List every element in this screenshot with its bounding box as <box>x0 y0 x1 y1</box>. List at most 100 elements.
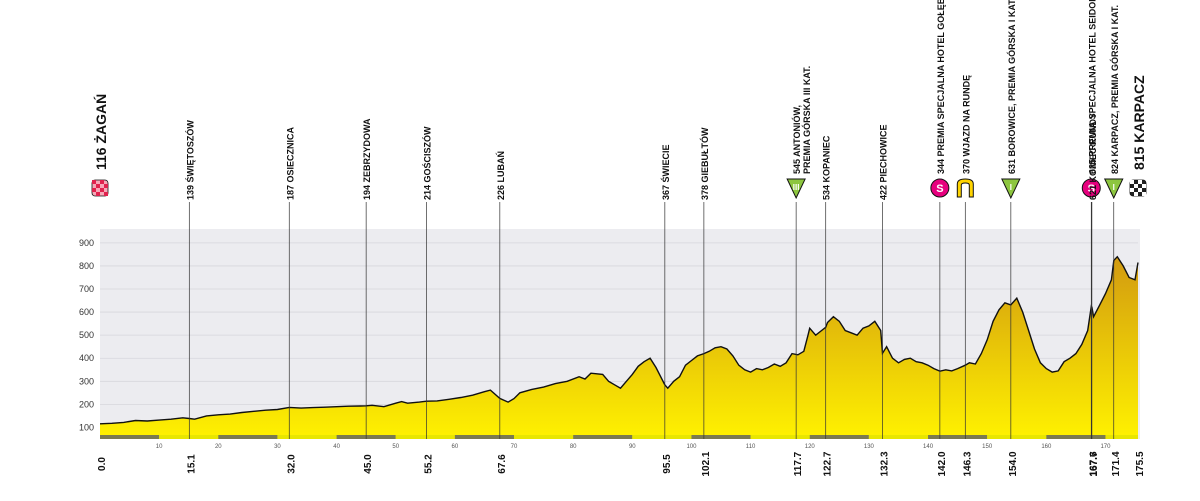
start-finish: 116 ŻAGAŃ 815 KARPACZ 0.0 175.5 <box>91 75 1147 477</box>
waypoint-km: 146.3 <box>962 451 973 476</box>
km-tick-label: 30 <box>274 444 281 450</box>
waypoint-label: 534 KOPANIEC <box>822 135 832 200</box>
km-tick-label: 170 <box>1100 444 1111 450</box>
finish-flag-icon-cell <box>1142 184 1146 188</box>
km-tick-label: 70 <box>511 444 518 450</box>
waypoint-label-2: PREMIA GÓRSKA III KAT. <box>801 66 812 174</box>
km-segment <box>159 435 219 439</box>
finish-flag-icon-cell <box>1130 180 1134 184</box>
km-segment <box>809 435 869 439</box>
km-tick-label: 10 <box>156 444 163 450</box>
start-flag-icon-cell <box>96 184 100 188</box>
km-tick-label: 80 <box>570 444 577 450</box>
waypoint-km: 32.0 <box>286 454 297 474</box>
waypoint-km: 171.4 <box>1111 451 1122 476</box>
waypoint-label: 422 PIECHOWICE <box>878 124 888 200</box>
km-tick-label: 40 <box>333 444 340 450</box>
waypoint-label: 367 ŚWIECIE <box>660 144 671 200</box>
km-segment <box>514 435 574 439</box>
mountain-1-icon <box>1001 178 1021 200</box>
km-segment <box>928 435 988 439</box>
climb-category-badge: I <box>1010 183 1012 192</box>
elevation-area <box>100 256 1138 439</box>
km-segment <box>100 435 160 439</box>
km-tick-label: 20 <box>215 444 222 450</box>
start-label: 116 ŻAGAŃ <box>93 94 109 170</box>
km-segment <box>454 435 515 439</box>
waypoint-label: 631 BOROWICE, PREMIA GÓRSKA I KAT. <box>1006 0 1017 174</box>
finish-flag-icon-cell <box>1138 188 1142 192</box>
waypoint-km: 117.7 <box>793 451 804 476</box>
km-bar: 10 20 30 40 50 60 70 80 90 100 110 120 130 140 150 160 1… <box>100 435 1138 450</box>
y-tick-label: 600 <box>79 307 94 317</box>
mountain-1-icon <box>1103 178 1124 200</box>
finish-flag-icon-cell <box>1134 184 1138 188</box>
finish-flag-icon-cell <box>1142 192 1146 196</box>
climb-category-badge: I <box>1113 183 1115 192</box>
y-axis: 100 200 300 400 500 600 700 800 900 <box>79 238 94 433</box>
km-tick-label: 120 <box>805 444 816 450</box>
start-flag-icon-cell <box>92 188 96 192</box>
finish-flag-icon <box>1129 179 1147 197</box>
waypoint-label: 194 ZEBRZYDOWA <box>362 118 372 200</box>
y-tick-label: 500 <box>79 330 94 340</box>
waypoint-label: 621 KONIEC RUNDY <box>1088 113 1098 200</box>
km-segment <box>573 435 633 439</box>
y-tick-label: 700 <box>79 284 94 294</box>
special-prize-badge: S <box>936 183 943 195</box>
finish-flag-icon-cell <box>1130 188 1134 192</box>
km-segment <box>218 435 278 439</box>
waypoint-label: 226 LUBAŃ <box>496 151 506 200</box>
y-tick-label: 900 <box>79 238 94 248</box>
waypoint-km: 122.7 <box>823 451 834 476</box>
lap-entry-icon <box>956 178 974 198</box>
waypoint-km: 142.0 <box>937 451 948 476</box>
km-tick-label: 50 <box>392 444 399 450</box>
waypoint-km: 55.2 <box>423 454 434 474</box>
km-tick-label: 150 <box>982 444 993 450</box>
km-tick-label: 130 <box>864 444 875 450</box>
waypoint-label: 378 GIEBUŁTÓW <box>699 127 710 200</box>
start-flag-icon <box>91 179 109 197</box>
km-segment <box>691 435 751 439</box>
mountain-3-icon <box>786 178 806 200</box>
waypoint-label: 139 ŚWIĘTOSZÓW <box>184 120 195 200</box>
y-tick-label: 300 <box>79 376 94 386</box>
km-segment <box>750 435 810 439</box>
km-tick-label: 100 <box>686 444 697 450</box>
waypoint-km: 102.1 <box>701 451 712 476</box>
start-flag-icon-cell <box>100 180 104 184</box>
km-tick-label: 90 <box>629 444 636 450</box>
start-flag-icon-cell <box>100 188 104 192</box>
finish-km: 175.5 <box>1135 451 1146 476</box>
waypoint-km: 154.0 <box>1008 451 1019 476</box>
waypoint-label: 214 GOŚCISZÓW <box>421 126 432 200</box>
waypoint-km: 95.5 <box>662 454 673 474</box>
waypoint-label: 187 OSIECZNICA <box>285 126 295 200</box>
finish-flag-icon-cell <box>1138 180 1142 184</box>
special-prize-badge: S <box>1088 183 1095 195</box>
start-flag-icon-cell <box>96 192 100 196</box>
km-segment <box>395 435 455 439</box>
km-segment <box>987 435 1047 439</box>
y-tick-label: 100 <box>79 422 94 432</box>
waypoints: 15.1 139 ŚWIĘTOSZÓW 32.0 187 OSIECZNICA 45.0… <box>184 0 1124 477</box>
waypoint-label: 545 ANTONIÓW, <box>791 105 802 174</box>
waypoint-km: 132.3 <box>879 451 890 476</box>
start-flag-icon-cell <box>92 180 96 184</box>
km-segment <box>868 435 929 439</box>
km-tick-label: 160 <box>1041 444 1052 450</box>
waypoint-km: 15.1 <box>186 454 197 474</box>
y-tick-label: 200 <box>79 399 94 409</box>
finish-flag-icon-cell <box>1134 192 1138 196</box>
y-tick-label: 400 <box>79 353 94 363</box>
km-tick-label: 110 <box>746 444 756 450</box>
climb-category-badge: III <box>793 183 800 192</box>
start-km: 0.0 <box>97 457 108 471</box>
waypoint-km: 167.6 <box>1088 451 1099 476</box>
start-flag-icon-cell <box>104 192 108 196</box>
elevation-line <box>99 255 1139 425</box>
waypoint-label: 344 PREMIA SPECJALNA HOTEL GOŁĘBIEWSKI <box>936 0 946 174</box>
y-tick-label: 800 <box>79 261 94 271</box>
